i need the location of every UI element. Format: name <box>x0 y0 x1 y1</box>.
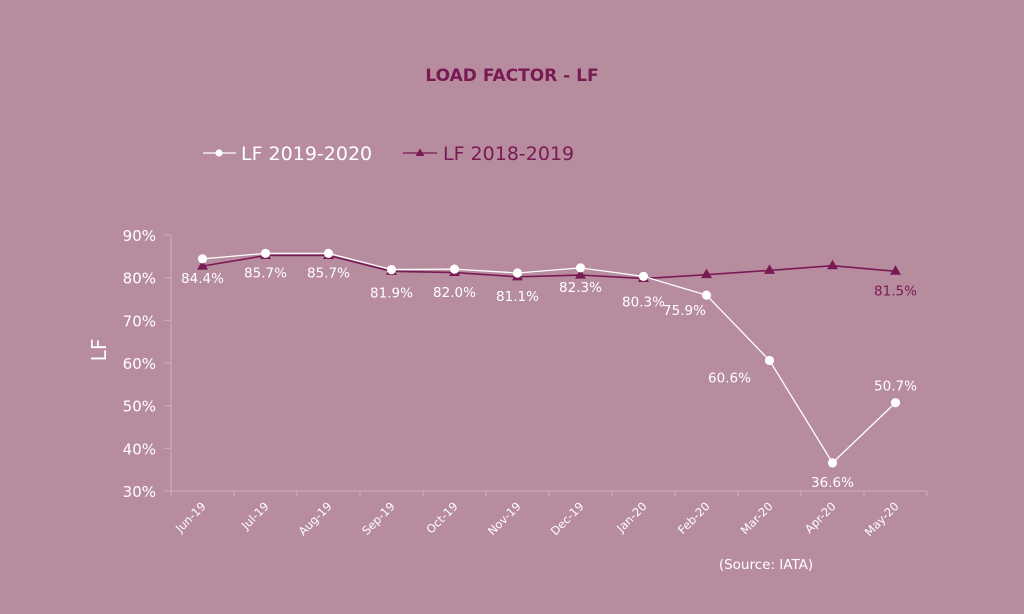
y-tick-label: 30% <box>123 483 156 501</box>
y-axis-title: LF <box>87 339 111 362</box>
y-tick-label: 50% <box>123 398 156 416</box>
x-tick-label: Jun-19 <box>172 499 209 536</box>
data-point-circle <box>197 254 208 264</box>
data-label-lf-2019-2020: 81.1% <box>496 289 539 305</box>
data-point-circle <box>386 264 397 275</box>
data-point-circle <box>575 263 586 273</box>
data-point-triangle <box>701 268 712 279</box>
data-point-circle <box>512 268 523 278</box>
data-label-lf-2019-2020: 60.6% <box>708 370 751 386</box>
data-point-circle <box>764 355 775 366</box>
x-tick-label: Dec-19 <box>548 499 587 538</box>
x-tick-label: Aug-19 <box>296 499 335 538</box>
data-labels-layer: 84.4% 85.7% 85.7% 81.9% 82.0% 81.1% 82.3% 80.3%… <box>181 265 917 490</box>
data-point-triangle <box>575 269 586 279</box>
x-tick-label: Sep-19 <box>359 499 398 538</box>
x-tick-label: Nov-19 <box>485 499 524 538</box>
x-tick-label: Feb-20 <box>675 499 713 537</box>
y-tick-label: 80% <box>123 270 156 288</box>
legend-item-lf-2019-2020: LF 2019-2020 <box>203 143 372 165</box>
legend-triangle-marker-icon <box>415 148 425 156</box>
x-tick-label: Apr-20 <box>802 499 839 536</box>
y-tick-label: 60% <box>123 355 156 373</box>
data-label-lf-2019-2020: 75.9% <box>663 303 706 319</box>
series-layer <box>197 248 901 468</box>
data-label-lf-2019-2020: 81.9% <box>370 286 413 302</box>
x-tick-label: Jan-20 <box>613 499 649 535</box>
legend-item-lf-2018-2019: LF 2018-2019 <box>403 143 574 165</box>
source-note: (Source: IATA) <box>719 557 813 573</box>
data-point-circle <box>638 271 649 281</box>
data-point-circle <box>701 290 712 300</box>
x-tick-label: May-20 <box>862 499 902 539</box>
data-label-lf-2019-2020: 82.3% <box>559 280 602 296</box>
data-point-circle <box>323 248 334 258</box>
data-point-circle <box>260 248 271 258</box>
data-point-triangle <box>827 259 838 270</box>
data-point-circle <box>827 458 838 468</box>
y-tick-label: 40% <box>123 440 156 458</box>
legend-circle-marker-icon <box>215 149 223 157</box>
data-label-lf-2019-2020: 84.4% <box>181 271 224 287</box>
legend: LF 2019-2020 LF 2018-2019 <box>203 143 574 165</box>
data-point-triangle <box>197 260 208 270</box>
y-tick-label: 90% <box>123 227 156 245</box>
legend-label: LF 2019-2020 <box>241 143 372 165</box>
chart-title: LOAD FACTOR - LF <box>425 66 598 86</box>
data-point-triangle <box>764 264 775 274</box>
data-label-lf-2019-2020: 36.6% <box>811 475 854 491</box>
x-tick-label: Jul-19 <box>238 499 272 533</box>
data-point-triangle <box>890 265 901 275</box>
x-tick-label: Mar-20 <box>738 499 776 537</box>
data-label-lf-2019-2020: 85.7% <box>307 265 350 281</box>
data-point-circle <box>890 398 901 408</box>
y-tick-label: 70% <box>123 312 156 330</box>
data-label-lf-2019-2020: 85.7% <box>244 265 287 281</box>
data-point-circle <box>449 264 460 274</box>
data-label-lf-2019-2020: 82.0% <box>433 285 476 301</box>
legend-label: LF 2018-2019 <box>443 143 574 165</box>
data-label-lf-2019-2020: 50.7% <box>874 379 917 395</box>
series-line-lf-2019-2020 <box>202 252 896 464</box>
data-label-lf-2018-2019: 81.5% <box>874 283 917 299</box>
x-tick-label: Oct-19 <box>423 499 460 536</box>
series-line-lf-2018-2019 <box>202 254 896 280</box>
data-label-lf-2019-2020: 80.3% <box>622 294 665 310</box>
